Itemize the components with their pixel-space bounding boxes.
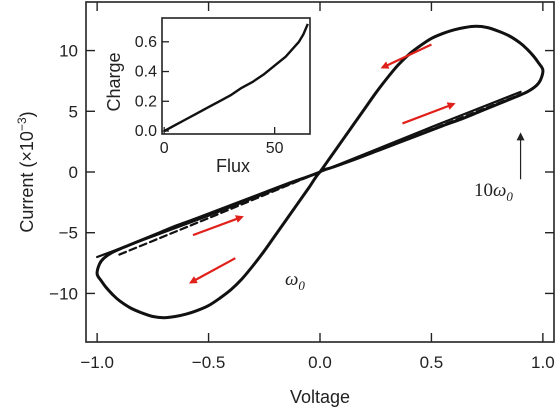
inset-x-tick-label: 0 [160,140,169,157]
inset-y-tick-label: 0.6 [135,34,157,51]
omega0-symbol: ω [285,269,298,290]
x-axis-label: Voltage [290,387,350,407]
inset-x-tick-label: 50 [266,140,284,157]
x-tick-label: −1.0 [80,353,114,372]
x-tick-label: 0.5 [420,353,444,372]
omega10-prefix: 10 [474,180,493,201]
omega0-annotation: ω0 [285,269,305,293]
series-line-10omega0-dashed [118,93,522,256]
y-axis-label-exponent: −3 [15,117,29,131]
main-series [95,24,545,320]
inset-y-ticks: 0.6 0.4 0.2 0.0 [135,34,169,140]
omega0-subscript: 0 [298,278,305,293]
inset-y-tick-label: 0.2 [135,93,157,110]
main-x-ticks: −1.0 −0.5 0.0 0.5 1.0 [80,2,555,372]
inset-plot-frame [161,17,311,135]
direction-arrow [380,43,432,69]
y-tick-label: −10 [49,284,78,303]
omega10-annotation: 10ω0 [474,180,513,204]
inset-series [163,23,309,133]
x-tick-label: 1.0 [531,353,555,372]
inset-x-axis-label: Flux [216,156,250,176]
inset-y-tick-label: 0.0 [135,123,157,140]
x-tick-label: −0.5 [192,353,226,372]
direction-arrow [188,257,236,284]
direction-arrow [402,102,456,125]
y-tick-label: 5 [69,102,78,121]
inset-y-axis-label: Charge [104,52,124,111]
y-tick-label: 10 [59,42,78,61]
inset-y-tick-label: 0.4 [135,64,157,81]
main-arrows [188,43,525,284]
y-tick-label: −5 [59,224,78,243]
omega10-subscript: 0 [506,189,513,204]
inset-x-ticks: 0 50 [160,127,284,157]
omega10-symbol: ω [493,180,506,201]
y-axis-label-prefix: Current (×10 [17,131,37,233]
inset-series-line [163,23,309,133]
y-axis-label: Current (×10−3) [15,111,37,232]
y-axis-label-suffix: ) [17,111,37,117]
x-tick-label: 0.0 [308,353,332,372]
direction-arrow [192,215,244,237]
y-tick-label: 0 [69,163,78,182]
inset-chart: 0 50 0.6 0.4 0.2 0.0 Flux Charge [104,17,311,176]
